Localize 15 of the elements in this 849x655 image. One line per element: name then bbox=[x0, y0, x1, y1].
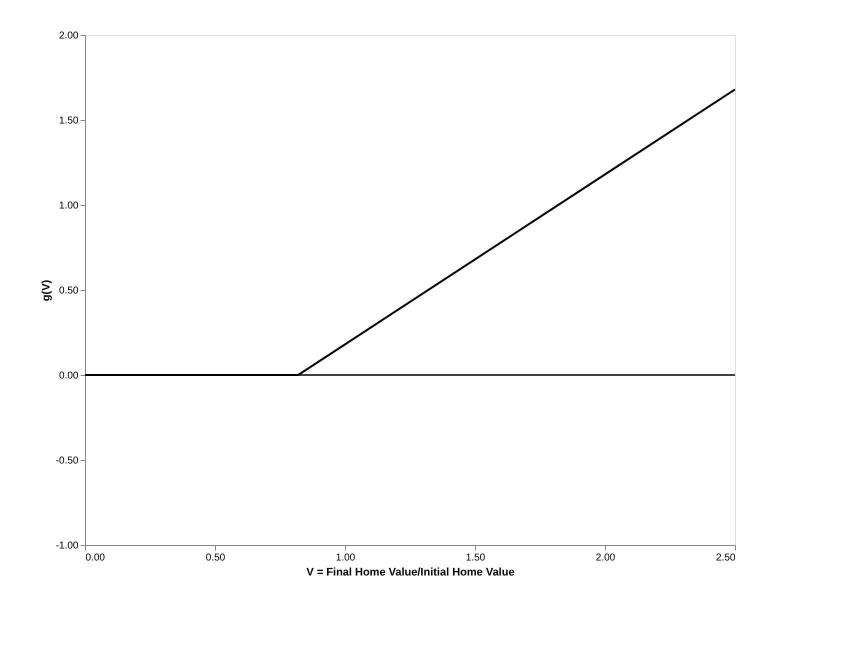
x-tick-label: 1.50 bbox=[466, 552, 486, 564]
y-tick-label: 2.00 bbox=[59, 30, 79, 42]
y-tick-label: 0.50 bbox=[59, 286, 79, 296]
y-tick-label: -0.50 bbox=[56, 456, 79, 466]
x-axis-title: V = Final Home Value/Initial Home Value bbox=[306, 566, 515, 578]
y-tick-label: -1.00 bbox=[56, 540, 79, 552]
y-axis-title: g(V) bbox=[40, 279, 53, 302]
x-tick-label: 0.50 bbox=[206, 552, 226, 564]
y-tick-label: 1.50 bbox=[59, 116, 79, 126]
x-tick-label: 2.00 bbox=[596, 552, 616, 564]
x-tick-label: 0.00 bbox=[86, 552, 106, 564]
x-tick-label: 1.00 bbox=[336, 552, 356, 564]
y-tick-label: 0.00 bbox=[59, 370, 79, 382]
y-tick-label: 1.00 bbox=[59, 200, 79, 212]
x-tick-label: 2.50 bbox=[716, 552, 736, 564]
